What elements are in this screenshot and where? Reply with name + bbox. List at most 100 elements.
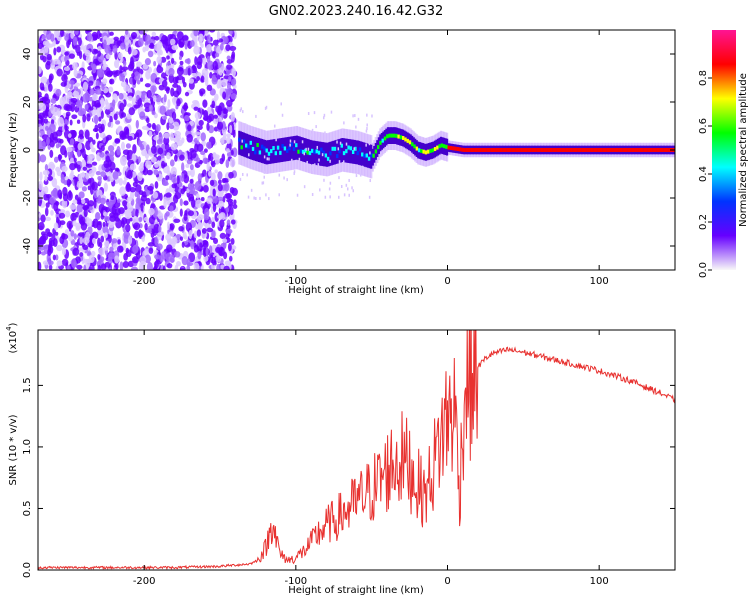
scatter-speck <box>355 125 357 129</box>
ridge-core <box>568 148 571 152</box>
ridge-core <box>586 148 589 152</box>
ridge-core <box>561 148 564 152</box>
noise-speck <box>165 252 172 262</box>
ridge-band <box>238 130 241 155</box>
noise-speck <box>48 260 54 266</box>
scatter-speck <box>278 129 281 133</box>
scatter-speck <box>289 143 291 147</box>
scatter-speck <box>293 170 296 174</box>
ridge-core <box>495 148 498 152</box>
noise-speck <box>222 196 226 203</box>
ridge-core <box>508 148 512 152</box>
ridge-core <box>579 148 582 152</box>
noise-speck <box>91 181 98 191</box>
ridge-core <box>581 148 585 152</box>
noise-speck <box>44 207 49 217</box>
noise-speck <box>108 252 115 260</box>
scatter-speck <box>301 140 304 144</box>
ridge-band <box>359 141 362 166</box>
noise-speck <box>114 59 120 69</box>
noise-speck <box>217 107 222 116</box>
ridge-core <box>661 148 664 152</box>
noise-speck <box>72 129 77 139</box>
noise-speck <box>45 43 49 54</box>
figure-title: GN02.2023.240.16.42.G32 <box>269 4 444 19</box>
noise-speck <box>61 258 69 267</box>
ridge-core <box>543 148 546 152</box>
ridge-core <box>640 148 644 152</box>
noise-speck <box>107 122 112 128</box>
ridge-core <box>522 148 525 152</box>
snr-scale-close: ) <box>8 322 19 326</box>
noise-speck <box>225 44 231 52</box>
noise-speck <box>200 150 206 156</box>
noise-speck <box>39 103 47 112</box>
noise-speck <box>125 247 130 254</box>
noise-speck <box>180 188 185 195</box>
scatter-speck <box>248 153 250 157</box>
noise-speck <box>93 73 97 81</box>
noise-speck <box>195 199 202 208</box>
noise-speck <box>88 106 94 111</box>
noise-speck <box>193 262 200 270</box>
ridge-core <box>363 153 366 158</box>
noise-speck <box>137 156 141 164</box>
noise-speck <box>139 111 146 120</box>
scatter-speck <box>369 151 371 155</box>
noise-speck <box>100 97 105 107</box>
ridge-core <box>540 148 544 152</box>
noise-speck <box>229 201 234 208</box>
noise-speck <box>79 216 86 226</box>
scatter-speck <box>357 117 360 121</box>
ridge-core <box>547 148 550 152</box>
noise-speck <box>207 34 211 44</box>
noise-speck <box>198 30 205 33</box>
ridge-core <box>668 148 671 152</box>
noise-speck <box>233 199 237 205</box>
noise-speck <box>194 111 201 120</box>
noise-speck <box>157 212 164 220</box>
noise-speck <box>188 229 193 240</box>
noise-speck <box>58 212 66 219</box>
noise-speck <box>61 165 68 172</box>
noise-speck <box>91 231 99 240</box>
noise-speck <box>94 114 99 125</box>
ridge-core <box>306 150 309 155</box>
noise-speck <box>169 205 174 212</box>
noise-speck <box>185 222 193 232</box>
noise-speck <box>85 172 90 180</box>
noise-speck <box>83 264 87 270</box>
scatter-speck <box>284 128 286 132</box>
ridge-band <box>367 143 370 168</box>
ridge-core <box>452 146 455 151</box>
noise-speck <box>174 191 182 200</box>
noise-speck <box>48 237 53 246</box>
noise-speck <box>38 249 42 255</box>
noise-speck <box>99 152 105 158</box>
noise-speck <box>206 122 210 131</box>
ridge-core <box>386 134 389 139</box>
noise-speck <box>118 92 124 100</box>
noise-speck <box>86 32 93 42</box>
ridge-core <box>599 148 603 152</box>
ridge-core <box>260 144 264 149</box>
noise-speck <box>45 125 49 131</box>
scatter-speck <box>315 125 317 129</box>
noise-speck <box>174 251 181 258</box>
noise-speck <box>172 236 178 245</box>
noise-speck <box>59 138 64 144</box>
scatter-speck <box>289 139 292 143</box>
noise-speck <box>42 169 50 176</box>
noise-speck <box>226 198 233 203</box>
noise-speck <box>85 140 92 151</box>
noise-speck <box>172 121 180 131</box>
noise-speck <box>211 172 216 182</box>
noise-speck <box>223 265 230 270</box>
noise-speck <box>222 108 229 115</box>
noise-speck <box>122 179 127 185</box>
scatter-speck <box>268 197 270 201</box>
noise-speck <box>217 171 223 180</box>
noise-speck <box>43 193 50 201</box>
ridge-core <box>238 137 241 142</box>
noise-speck <box>120 141 126 151</box>
